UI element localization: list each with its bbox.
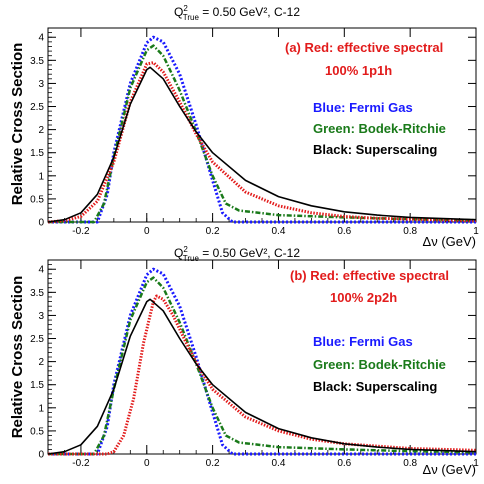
- x-tick-label: 0.8: [403, 226, 417, 237]
- y-axis-label: Relative Cross Section: [9, 276, 26, 439]
- y-tick-label: 1.5: [30, 380, 44, 391]
- x-axis-label: Δν (GeV): [423, 234, 476, 249]
- annotation-line-2: 100% 2p2h: [330, 290, 397, 305]
- x-tick-label: 0.4: [272, 226, 286, 237]
- panel-b: 0 0.5 1 1.5 2 2.5 3 3.5 4 -0.2 0 0.2 0.4 0.6 0.8 1 Q2 Tru…: [9, 245, 479, 477]
- y-axis-label: Relative Cross Section: [9, 43, 26, 206]
- series-line: [48, 267, 476, 456]
- series-line: [48, 294, 477, 456]
- x-tick-label: 0.8: [403, 458, 417, 469]
- y-tick-label: 3: [38, 79, 44, 90]
- x-tick-label: 0.2: [206, 226, 220, 237]
- annotation-line-1: (a) Red: effective spectral: [285, 40, 443, 55]
- y-tick-label: 4: [38, 265, 44, 276]
- panel-a: 0 0.5 1 1.5 2 2.5 3 3.5 4 -0.2 0 0.2 0.4 0.6 0.8 1 Q2 Tru…: [9, 4, 479, 249]
- legend-entry: Black: Superscaling: [313, 142, 437, 157]
- series-line: [47, 66, 477, 223]
- y-tick-label: 4: [38, 33, 44, 44]
- legend-entry: Black: Superscaling: [313, 379, 437, 394]
- y-tick-label: 2.5: [30, 102, 44, 113]
- y-tick-label: 2: [38, 357, 44, 368]
- x-tick-label: 0.6: [337, 226, 351, 237]
- x-axis-label: Δν (GeV): [423, 462, 476, 477]
- x-tick-label: 1: [473, 458, 479, 469]
- y-tick-label: 1: [38, 171, 44, 182]
- x-tick-label: 0: [144, 226, 150, 237]
- x-tick-label: 0: [144, 458, 150, 469]
- x-tick-label: 0.6: [337, 458, 351, 469]
- series-line: [48, 35, 476, 224]
- y-tick-label: 1: [38, 403, 44, 414]
- annotation-line-2: 100% 1p1h: [325, 63, 392, 78]
- y-tick-label: 2: [38, 125, 44, 136]
- chart-title: Q2 True = 0.50 GeV², C-12: [174, 245, 300, 263]
- x-tick-label: 0.2: [206, 458, 220, 469]
- y-tick-label: 2.5: [30, 334, 44, 345]
- x-tick-label: -0.2: [72, 226, 90, 237]
- annotation-line-1: (b) Red: effective spectral: [290, 268, 449, 283]
- y-tick-label: 3.5: [30, 288, 44, 299]
- legend-entry: Green: Bodek-Ritchie: [313, 357, 446, 372]
- legend-entry: Blue: Fermi Gas: [313, 100, 413, 115]
- legend-entry: Blue: Fermi Gas: [313, 334, 413, 349]
- legend-entry: Green: Bodek-Ritchie: [313, 121, 446, 136]
- y-tick-label: 3: [38, 311, 44, 322]
- chart-title: Q2 True = 0.50 GeV², C-12: [174, 4, 300, 22]
- x-tick-label: 0.4: [272, 458, 286, 469]
- y-tick-label: 0.5: [30, 194, 44, 205]
- y-tick-label: 0: [38, 450, 44, 461]
- y-tick-label: 0.5: [30, 426, 44, 437]
- x-tick-label: -0.2: [72, 458, 90, 469]
- series-line: [48, 276, 477, 456]
- y-tick-label: 0: [38, 218, 44, 229]
- series-line: [47, 61, 477, 224]
- x-tick-label: 1: [473, 226, 479, 237]
- series-line: [47, 298, 477, 455]
- y-tick-label: 1.5: [30, 148, 44, 159]
- y-tick-label: 3.5: [30, 56, 44, 67]
